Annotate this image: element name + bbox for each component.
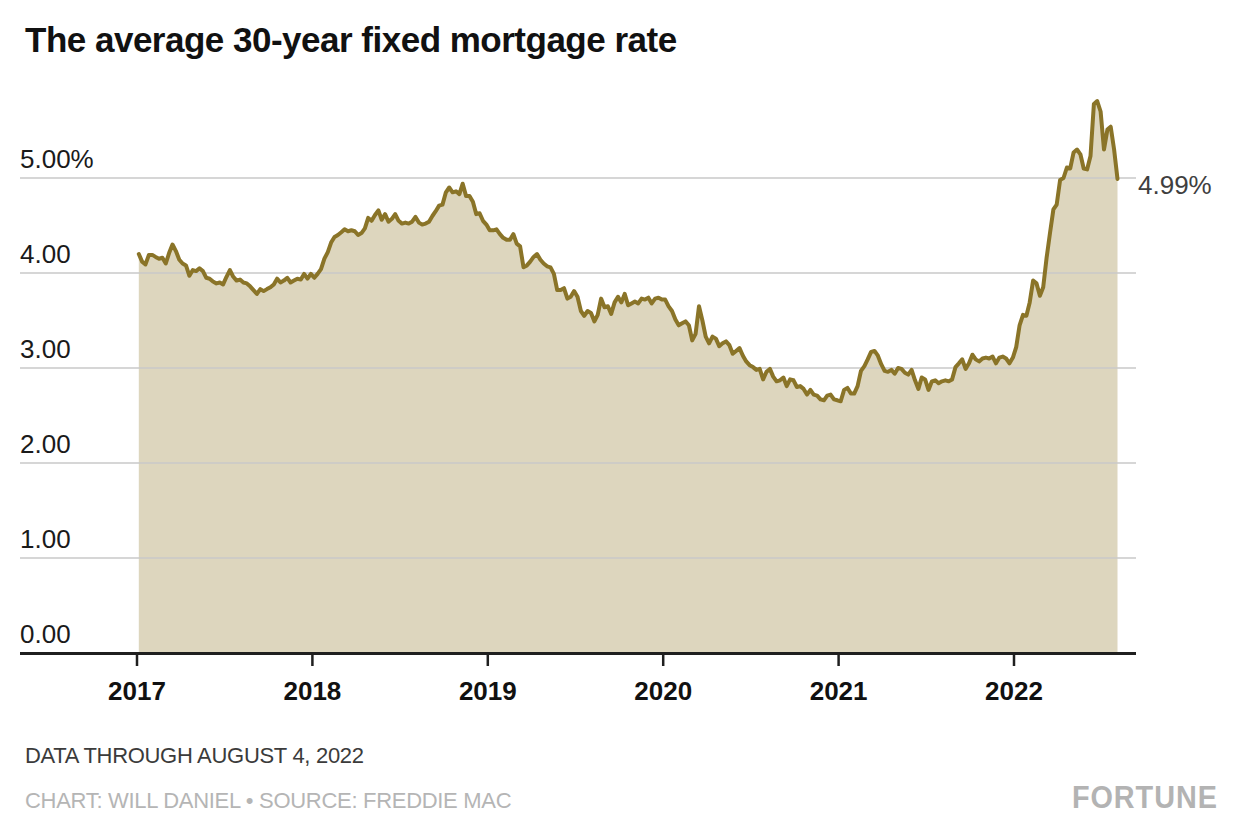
y-tick-label: 2.00: [20, 429, 71, 459]
x-tick-label: 2021: [810, 676, 868, 706]
chart-card: The average 30-year fixed mortgage rate …: [0, 0, 1240, 840]
y-tick-label: 5.00%: [20, 144, 94, 174]
x-tick-label: 2020: [634, 676, 692, 706]
y-tick-label: 0.00: [20, 619, 71, 649]
data-note: DATA THROUGH AUGUST 4, 2022: [25, 743, 364, 769]
x-tick-label: 2022: [985, 676, 1043, 706]
x-tick-label: 2017: [108, 676, 166, 706]
rate-area-fill: [139, 101, 1118, 653]
x-tick-label: 2018: [283, 676, 341, 706]
y-tick-label: 4.00: [20, 239, 71, 269]
latest-value-label: 4.99%: [1138, 170, 1212, 201]
x-axis-labels: 2017 2018 2019 2020 2021 2022: [108, 676, 1043, 706]
fortune-logo: FORTUNE: [1072, 780, 1218, 816]
x-tick-label: 2019: [459, 676, 517, 706]
y-tick-label: 3.00: [20, 334, 71, 364]
y-tick-label: 1.00: [20, 524, 71, 554]
x-axis: [20, 653, 1136, 666]
y-axis-labels: 5.00% 4.00 3.00 2.00 1.00 0.00: [20, 144, 94, 649]
chart-credit: CHART: WILL DANIEL • SOURCE: FREDDIE MAC: [25, 788, 511, 814]
mortgage-rate-area-chart: 5.00% 4.00 3.00 2.00 1.00 0.00 2017 2018…: [0, 0, 1240, 840]
